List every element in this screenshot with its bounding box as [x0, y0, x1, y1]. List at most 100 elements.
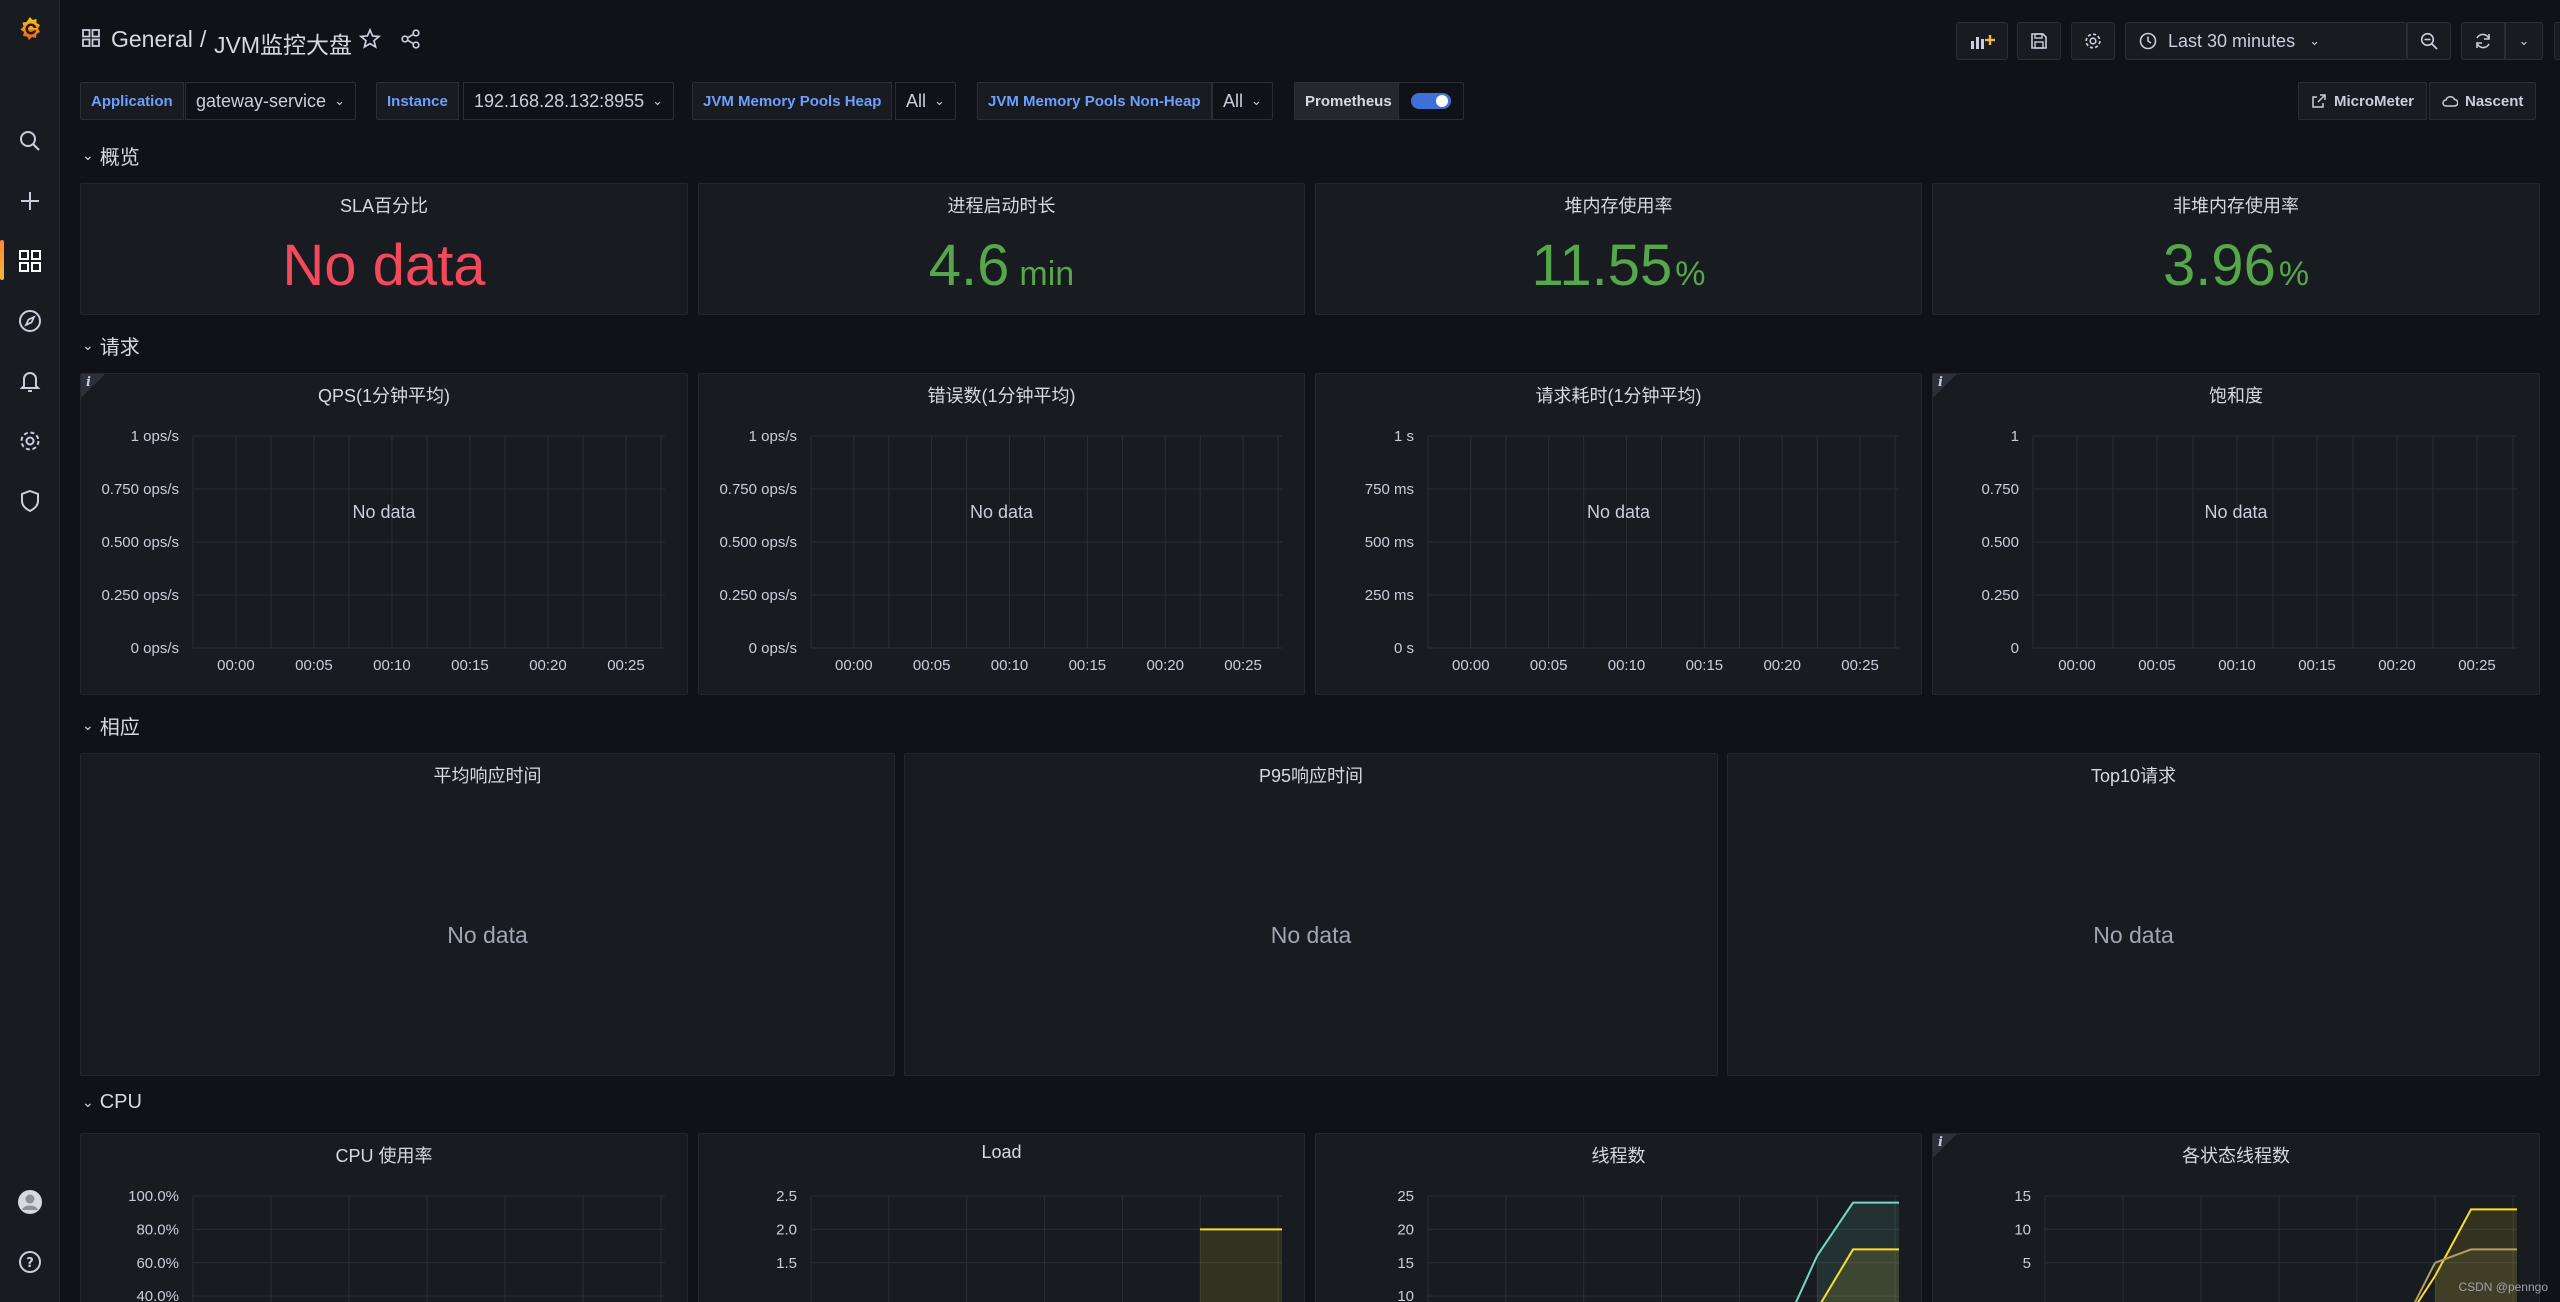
- shield-icon[interactable]: [16, 487, 44, 515]
- no-data-label: No data: [1270, 922, 1352, 948]
- time-range-label: Last 30 minutes: [2168, 30, 2296, 51]
- x-tick-label: 00:10: [373, 657, 411, 674]
- chart-svg: 100.0% 80.0% 60.0% 40.0%: [128, 1188, 665, 1302]
- y-tick-label: 1 s: [1394, 428, 1414, 445]
- series-line: [1816, 1201, 1899, 1257]
- variable-select-nonheap-pools[interactable]: All ⌄: [1212, 82, 1273, 120]
- panel-title: SLA百分比: [339, 196, 429, 216]
- chart-svg: 15 10 5: [2014, 1188, 2517, 1302]
- series-line: [2416, 1275, 2436, 1302]
- save-dashboard-button[interactable]: [2017, 22, 2061, 60]
- time-picker[interactable]: Last 30 minutes ⌄: [2125, 22, 2407, 60]
- x-tick-label: 00:10: [1608, 657, 1646, 674]
- graph-panel-latency[interactable]: 1 s 750 ms 500 ms 250 ms 0 s 00:00 00:05 00:10 0…: [1315, 373, 1922, 695]
- gear-icon[interactable]: [16, 427, 44, 455]
- variable-select-heap-pools[interactable]: All ⌄: [895, 82, 956, 120]
- series-area: [2435, 1249, 2517, 1302]
- row-header-response[interactable]: ⌄ 相应: [82, 711, 140, 740]
- stat-panel-sla[interactable]: SLA百分比 No data: [80, 183, 688, 315]
- y-tick-label: 500 ms: [1365, 534, 1414, 551]
- chart-svg: 1 s 750 ms 500 ms 250 ms 0 s 00:00 00:05 00:10 0…: [1365, 428, 1899, 674]
- row-title: 概览: [99, 147, 140, 169]
- add-panel-button[interactable]: [1956, 22, 2008, 60]
- info-icon[interactable]: i: [86, 375, 91, 390]
- dashboard-settings-button[interactable]: [2071, 22, 2115, 60]
- chart-svg: 25 20 15 10: [1397, 1188, 1899, 1302]
- prometheus-toggle[interactable]: [1398, 82, 1464, 120]
- refresh-button[interactable]: [2461, 22, 2505, 60]
- stat-panel-nonheap-usage[interactable]: 非堆内存使用率 3.96%: [1932, 183, 2540, 315]
- tv-mode-button[interactable]: [2554, 22, 2560, 60]
- variable-select-application[interactable]: gateway-service ⌄: [185, 82, 356, 120]
- series-line: [2434, 1248, 2517, 1264]
- y-tick-label: 750 ms: [1365, 481, 1414, 498]
- graph-panel-cpu-usage[interactable]: 100.0% 80.0% 60.0% 40.0% CPU 使用率: [80, 1133, 688, 1302]
- x-tick-label: 00:00: [835, 657, 873, 674]
- dashboard-title[interactable]: JVM监控大盘: [214, 32, 352, 58]
- compass-icon[interactable]: [16, 307, 44, 335]
- variable-label-heap-pools: JVM Memory Pools Heap: [692, 82, 893, 120]
- graph-panel-saturation[interactable]: 1 0.750 0.500 0.250 0 00:00 00:05 00:10 00:15 00:…: [1932, 373, 2540, 695]
- panel-avg-response-time[interactable]: 平均响应时间 No data: [80, 753, 895, 1076]
- help-icon[interactable]: ?: [16, 1248, 44, 1276]
- no-data-label: No data: [1586, 502, 1651, 522]
- series-area: [2435, 1209, 2517, 1302]
- grafana-logo-icon[interactable]: [16, 14, 44, 42]
- chart-svg: 1 ops/s 0.750 ops/s 0.500 ops/s 0.250 ops/s…: [101, 428, 665, 674]
- graph-panel-thread-states[interactable]: 15 10 5 i 各状态线程数: [1932, 1133, 2540, 1302]
- y-tick-label: 15: [1397, 1255, 1414, 1272]
- y-tick-label: 2.0: [776, 1221, 797, 1238]
- panel-title: QPS(1分钟平均): [317, 386, 450, 406]
- variable-select-instance[interactable]: 192.168.28.132:8955 ⌄: [463, 82, 675, 120]
- row-header-overview[interactable]: ⌄ 概览: [82, 141, 140, 170]
- chevron-down-icon: ⌄: [1251, 93, 1262, 108]
- graph-panel-threads[interactable]: 25 20 15 10 线程数: [1315, 1133, 1922, 1302]
- x-tick-label: 00:20: [1146, 657, 1184, 674]
- y-tick-label: 80.0%: [136, 1221, 179, 1238]
- graph-panel-qps[interactable]: 1 ops/s 0.750 ops/s 0.500 ops/s 0.250 ops/s…: [80, 373, 688, 695]
- panel-title: Top10请求: [2090, 766, 2177, 786]
- stat-panel-heap-usage[interactable]: 堆内存使用率 11.55%: [1315, 183, 1922, 315]
- chevron-down-icon: ⌄: [334, 93, 345, 108]
- breadcrumb-folder[interactable]: General: [111, 26, 193, 52]
- dashboards-icon[interactable]: [16, 247, 44, 275]
- no-data-label: No data: [2093, 922, 2174, 948]
- graph-panel-errors[interactable]: 1 ops/s 0.750 ops/s 0.500 ops/s 0.250 ops/s…: [698, 373, 1305, 695]
- search-icon[interactable]: [16, 127, 44, 155]
- y-tick-label: 1 ops/s: [749, 428, 797, 445]
- x-tick-label: 00:15: [1686, 657, 1724, 674]
- link-nascent[interactable]: Nascent: [2429, 82, 2537, 120]
- share-icon[interactable]: [400, 28, 422, 55]
- x-tick-label: 00:25: [1224, 657, 1262, 674]
- toggle-label-prometheus: Prometheus: [1294, 82, 1403, 120]
- panel-p95-response-time[interactable]: P95响应时间 No data: [904, 753, 1718, 1076]
- y-tick-label: 0.750: [1981, 481, 2019, 498]
- star-icon[interactable]: [358, 27, 382, 55]
- plus-icon[interactable]: [16, 187, 44, 215]
- zoom-out-button[interactable]: [2407, 22, 2451, 60]
- panel-title: 饱和度: [2209, 386, 2263, 406]
- row-header-requests[interactable]: ⌄ 请求: [82, 331, 140, 360]
- series-line: [1820, 1248, 1899, 1302]
- link-label: MicroMeter: [2334, 92, 2415, 110]
- stat-panel-uptime[interactable]: 进程启动时长 4.6 min: [698, 183, 1305, 315]
- chevron-down-icon: ⌄: [2309, 33, 2320, 48]
- panel-title: 错误数(1分钟平均): [927, 386, 1076, 406]
- refresh-interval-dropdown[interactable]: ⌄: [2505, 22, 2543, 60]
- chevron-down-icon: ⌄: [82, 147, 94, 163]
- info-icon[interactable]: i: [1938, 1135, 1943, 1150]
- avatar[interactable]: [16, 1188, 44, 1216]
- y-tick-label: 0 ops/s: [131, 640, 179, 657]
- variable-value: All: [1223, 90, 1244, 111]
- panel-top10-requests[interactable]: Top10请求 No data: [1727, 753, 2540, 1076]
- bell-icon[interactable]: [16, 367, 44, 395]
- graph-panel-load[interactable]: 2.5 2.0 1.5 Load: [698, 1133, 1305, 1302]
- info-icon[interactable]: i: [1938, 375, 1943, 390]
- sidebar: ?: [0, 0, 60, 1302]
- panel-info-corner: [1933, 374, 1957, 398]
- row-header-cpu[interactable]: ⌄ CPU: [82, 1091, 142, 1114]
- y-tick-label: 0.500: [1981, 534, 2019, 551]
- no-data-label: No data: [969, 502, 1034, 522]
- y-tick-label: 1 ops/s: [131, 428, 179, 445]
- link-micrometer[interactable]: MicroMeter: [2298, 82, 2428, 120]
